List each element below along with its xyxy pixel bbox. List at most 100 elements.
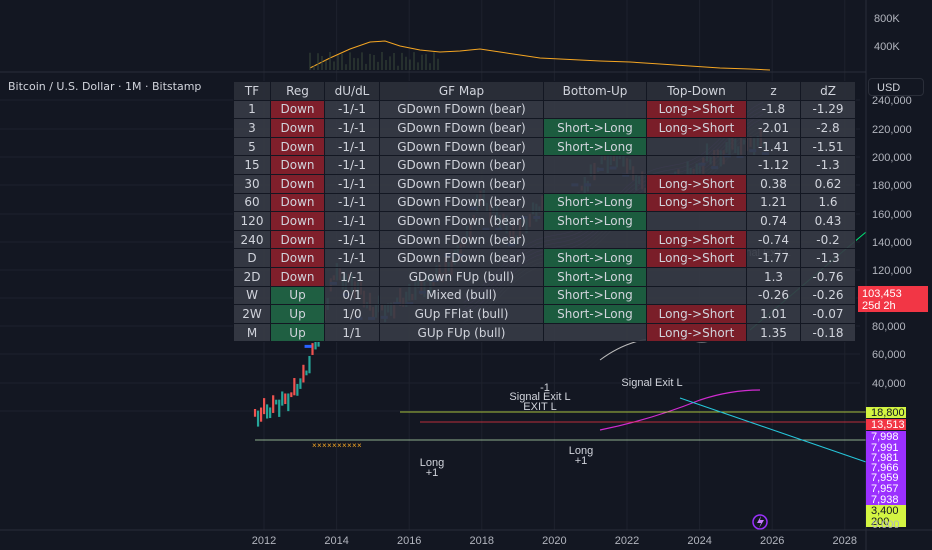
table-row: 240 Down -1/-1 GDown FDown (bear) Long->Shor… (233, 229, 856, 250)
cell-bottom-up: Short->Long (543, 248, 647, 268)
cell-bottom-up (543, 322, 647, 343)
cell-gf: GDown FDown (bear) (379, 248, 544, 268)
upper-indicator-pane (0, 40, 866, 73)
cell-dz: -0.76 (800, 266, 856, 287)
level-label-bg (866, 419, 906, 430)
table-row: 15 Down -1/-1 GDown FDown (bear) -1.12 -1.3 (233, 155, 856, 175)
upper-tick-label: 400K (874, 41, 900, 53)
candle (287, 393, 290, 412)
cell-z: -2.01 (746, 118, 801, 138)
cell-tf: 120 (233, 211, 271, 231)
currency-button[interactable]: USD (868, 78, 924, 96)
x-tick-label: 2020 (542, 535, 566, 547)
cell-reg: Down (270, 211, 325, 231)
cell-gf: GUp FFlat (bull) (379, 304, 544, 324)
cell-dz: -1.29 (800, 99, 856, 120)
cell-top-down: Long->Short (646, 173, 747, 194)
table-row: 1 Down -1/-1 GDown FDown (bear) Long->Short -… (233, 99, 856, 120)
cell-bottom-up: Short->Long (543, 192, 647, 213)
annotation-label: +1 (575, 455, 588, 467)
cell-z: -0.26 (746, 285, 801, 306)
cell-reg: Down (270, 118, 325, 138)
level-label-bg (866, 505, 906, 516)
trend-line-cyan (679, 397, 867, 463)
candle (308, 356, 311, 374)
cell-dz: -1.3 (800, 155, 856, 175)
cell-dz: -0.2 (800, 229, 856, 250)
cell-du: -1/-1 (324, 155, 380, 175)
level-label-bg (866, 452, 906, 463)
upper-tick-label: 800K (874, 13, 900, 25)
table-row: 2D Down 1/-1 GDown FUp (bull) Short->Long 1.3… (233, 266, 856, 287)
cross-marker: × (352, 441, 357, 450)
cell-du: 1/0 (324, 304, 380, 324)
table-row: 2W Up 1/0 GUp FFlat (bull) Short->Long Long->… (233, 304, 856, 324)
cell-top-down: Long->Short (646, 248, 747, 268)
cell-du: 1/-1 (324, 266, 380, 287)
cell-tf: W (233, 285, 271, 306)
cell-bottom-up (543, 229, 647, 250)
x-tick-label: 2026 (760, 535, 784, 547)
level-label: 7,959 (871, 472, 899, 484)
x-tick-label: 2018 (470, 535, 494, 547)
cell-tf: 5 (233, 136, 271, 157)
cell-top-down (646, 211, 747, 231)
cell-reg: Down (270, 173, 325, 194)
cell-reg: Down (270, 192, 325, 213)
y-tick-label: 60,000 (872, 349, 906, 361)
candle (290, 392, 293, 398)
cell-gf: GDown FDown (bear) (379, 118, 544, 138)
header-z: z (746, 81, 801, 101)
level-label-bg (866, 483, 906, 494)
header-tf: TF (233, 81, 271, 101)
level-label: 7,957 (871, 483, 899, 495)
cell-top-down (646, 285, 747, 306)
cell-top-down: Long->Short (646, 118, 747, 138)
table-row: 5 Down -1/-1 GDown FDown (bear) Short->Long -… (233, 136, 856, 157)
cell-top-down: Long->Short (646, 99, 747, 120)
cell-top-down: Long->Short (646, 229, 747, 250)
cell-tf: 240 (233, 229, 271, 250)
lightning-icon (752, 514, 768, 530)
level-label: 18,800 (871, 407, 905, 419)
candle (293, 378, 296, 396)
cell-reg: Down (270, 266, 325, 287)
level-label-bg (866, 407, 906, 418)
cell-z: -1.12 (746, 155, 801, 175)
annotation-label: -1 (540, 382, 550, 394)
signal-marker (304, 344, 312, 348)
cell-du: -1/-1 (324, 118, 380, 138)
cell-gf: GDown FDown (bear) (379, 192, 544, 213)
level-label-bg (866, 494, 906, 505)
cell-dz: -1.3 (800, 248, 856, 268)
cross-marker: × (322, 441, 327, 450)
candle (253, 409, 257, 417)
table-row: 3 Down -1/-1 GDown FDown (bear) Short->Long L… (233, 118, 856, 138)
y-tick-label: 80,000 (872, 321, 906, 333)
cell-reg: Up (270, 322, 325, 343)
y-tick-label: 200,000 (872, 152, 912, 164)
cell-tf: M (233, 322, 271, 343)
table-row: 60 Down -1/-1 GDown FDown (bear) Short->Long… (233, 192, 856, 213)
candle (259, 407, 263, 422)
annotation-label: Signal Exit L (621, 377, 682, 389)
x-tick-label: 2014 (324, 535, 348, 547)
table-row: 30 Down -1/-1 GDown FDown (bear) Long->Short… (233, 173, 856, 194)
x-tick-label: 2012 (252, 535, 276, 547)
level-label: 7,938 (871, 494, 899, 506)
cell-top-down: Long->Short (646, 192, 747, 213)
cell-tf: 1 (233, 99, 271, 120)
cell-bottom-up: Short->Long (543, 266, 647, 287)
annotation-label: Long (420, 457, 444, 469)
cross-marker: × (357, 441, 362, 450)
signal-table: TF Reg dU/dL GF Map Bottom-Up Top-Down z dZ 1 Do… (233, 81, 856, 343)
header-reg: Reg (270, 81, 325, 101)
cell-gf: GDown FDown (bear) (379, 173, 544, 194)
cell-du: -1/-1 (324, 248, 380, 268)
y-tick-label: 220,000 (872, 124, 912, 136)
cell-gf: Mixed (bull) (379, 285, 544, 306)
annotation-label: EXIT L (523, 401, 556, 413)
cell-du: -1/-1 (324, 99, 380, 120)
candle (281, 391, 284, 406)
